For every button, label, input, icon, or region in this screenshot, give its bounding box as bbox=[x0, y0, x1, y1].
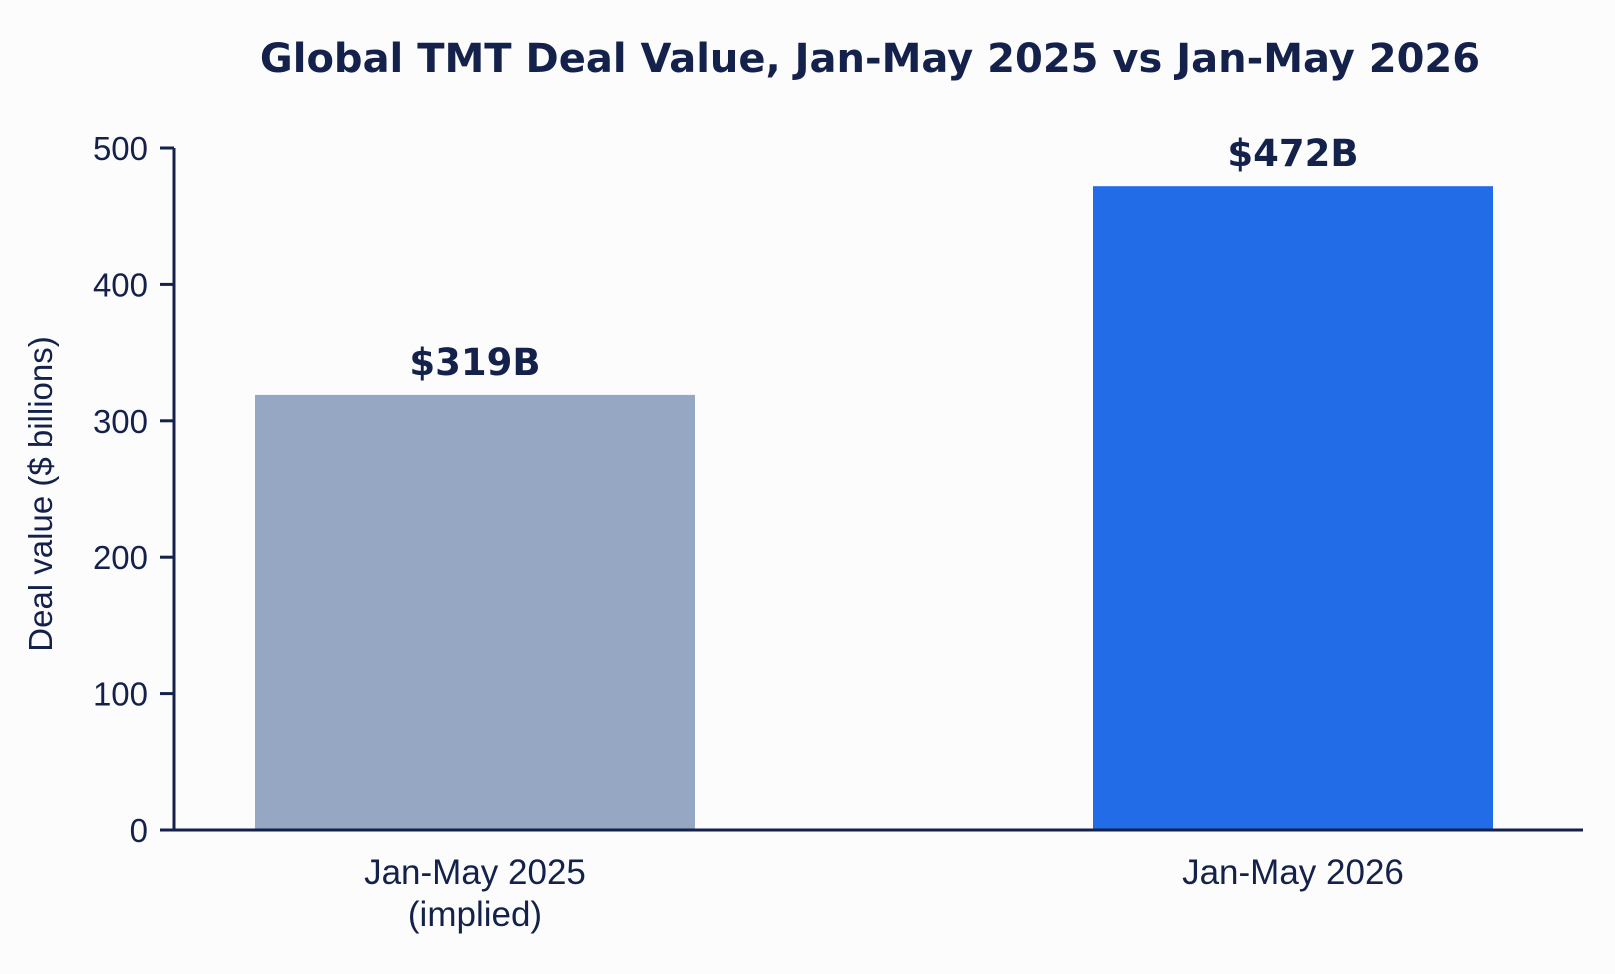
y-tick-label: 0 bbox=[130, 812, 148, 849]
y-tick-label: 500 bbox=[93, 130, 148, 167]
y-tick-label: 400 bbox=[93, 266, 148, 303]
y-tick-label: 300 bbox=[93, 403, 148, 440]
y-tick-label: 200 bbox=[93, 539, 148, 576]
chart-title: Global TMT Deal Value, Jan-May 2025 vs J… bbox=[260, 36, 1480, 82]
x-tick-label: Jan-May 2025 bbox=[364, 853, 586, 892]
bar bbox=[255, 394, 695, 830]
y-tick-label: 100 bbox=[93, 676, 148, 713]
bar bbox=[1093, 186, 1493, 830]
x-tick-label: Jan-May 2026 bbox=[1182, 853, 1404, 892]
y-axis-label: Deal value ($ billions) bbox=[22, 336, 59, 651]
x-tick-label: (implied) bbox=[408, 895, 542, 934]
data-label: $472B bbox=[1227, 132, 1358, 175]
data-label: $319B bbox=[409, 341, 540, 384]
plot-area: $319B Jan-May 2025(implied) $472B Jan-May 2… bbox=[93, 130, 1583, 934]
